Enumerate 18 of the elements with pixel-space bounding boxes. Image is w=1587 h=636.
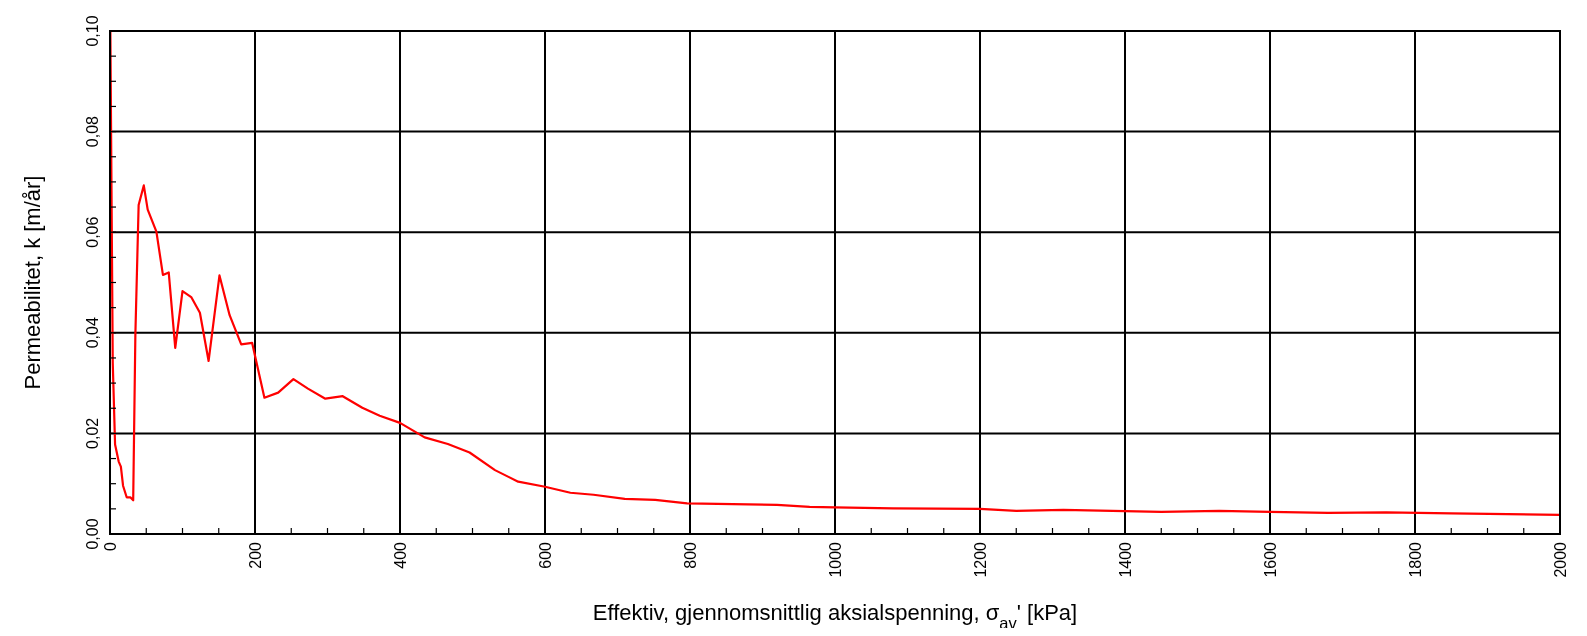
x-tick-label: 800: [681, 541, 699, 569]
y-tick-label: 0,04: [83, 317, 101, 349]
y-tick-label: 0,02: [83, 417, 101, 449]
x-tick-label: 2000: [1551, 541, 1569, 578]
x-tick-label: 400: [391, 541, 409, 569]
x-tick-label: 1400: [1116, 541, 1134, 578]
x-tick-label: 600: [536, 541, 554, 569]
y-tick-label: 0,00: [83, 518, 101, 550]
y-tick-label: 0,08: [83, 115, 101, 148]
x-tick-label: 1000: [826, 541, 844, 578]
y-axis-title: Permeabilitet, k [m/år]: [20, 175, 45, 390]
x-tick-label: 1600: [1261, 541, 1279, 578]
x-tick-label: 0: [101, 541, 119, 551]
y-tick-label: 0,06: [83, 216, 101, 248]
x-tick-label: 200: [246, 541, 264, 569]
x-tick-label: 1800: [1406, 541, 1424, 578]
x-tick-label: 1200: [971, 541, 989, 578]
y-tick-label: 0,10: [83, 15, 101, 47]
